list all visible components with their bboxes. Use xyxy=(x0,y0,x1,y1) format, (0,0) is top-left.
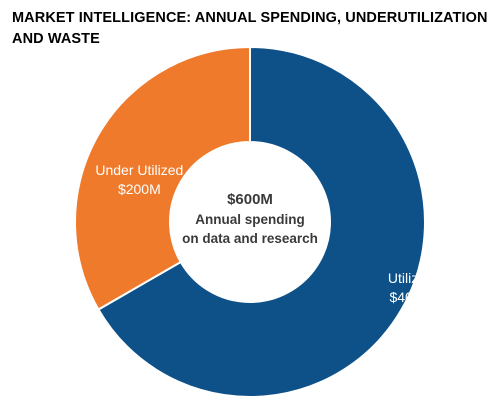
center-line-2: on data and research xyxy=(182,231,318,246)
slice-label-value: $400M xyxy=(389,289,432,305)
chart-title: MARKET INTELLIGENCE: ANNUAL SPENDING, UN… xyxy=(12,8,490,50)
slice-label-name: Under Utilized xyxy=(95,162,183,178)
slice-under-utilized xyxy=(74,45,251,311)
slice-label-name: Utilized xyxy=(388,270,434,286)
slice-label-value: $200M xyxy=(118,181,161,197)
chart-title-line-1: MARKET INTELLIGENCE: ANNUAL SPENDING, UN… xyxy=(12,10,488,26)
center-line-1: Annual spending xyxy=(195,212,305,227)
chart-title-line-2: AND WASTE xyxy=(12,31,100,47)
center-total: $600M xyxy=(227,191,273,208)
slice-utilized xyxy=(97,45,426,398)
slice-labels: Utilized $400M Under Utilized $200M xyxy=(95,162,433,305)
donut-slices xyxy=(74,45,426,398)
center-label: $600M Annual spending on data and resear… xyxy=(182,191,318,246)
